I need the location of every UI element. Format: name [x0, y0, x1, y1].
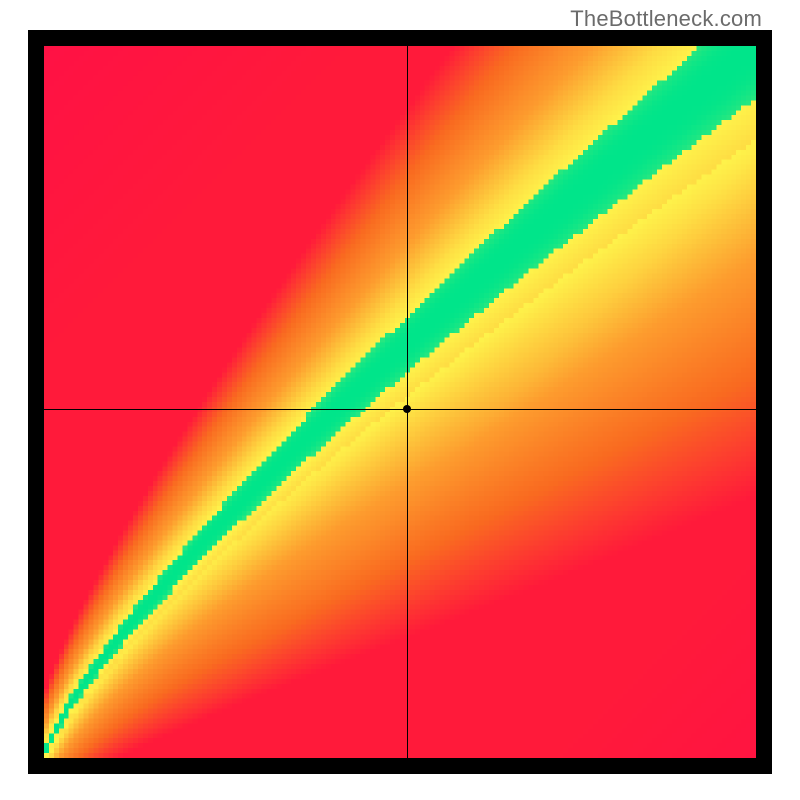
crosshair-vertical-line: [407, 46, 408, 758]
bottleneck-heatmap: [44, 46, 756, 758]
root-container: TheBottleneck.com: [0, 0, 800, 800]
crosshair-horizontal-line: [44, 409, 756, 410]
watermark-text: TheBottleneck.com: [570, 6, 762, 32]
chart-plot-area: [44, 46, 756, 758]
crosshair-point: [403, 405, 411, 413]
